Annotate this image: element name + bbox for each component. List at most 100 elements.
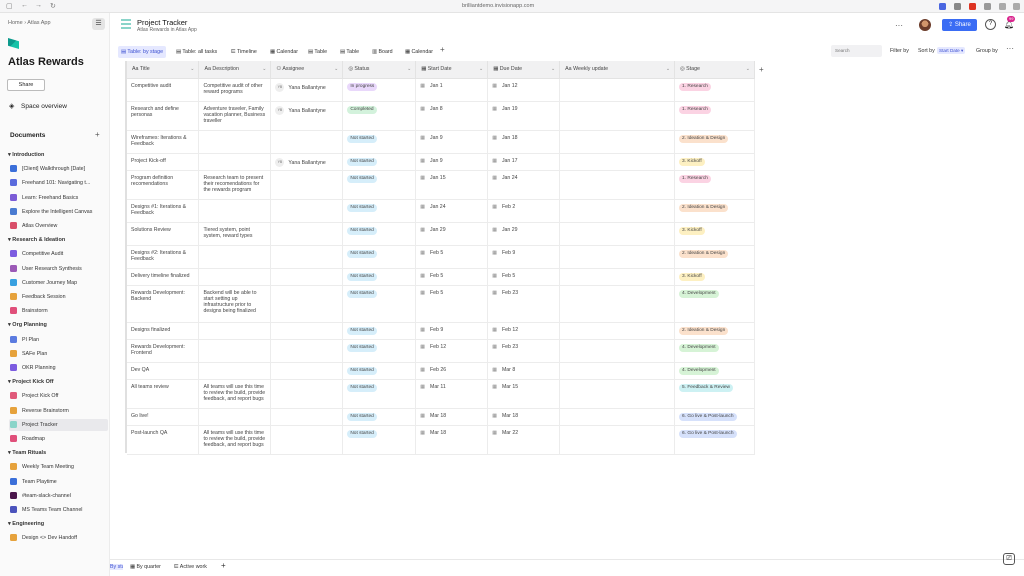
due-date-cell[interactable]: ▦ Feb 9	[487, 245, 561, 269]
sidebar-item[interactable]: Atlas Overview	[9, 220, 108, 232]
start-date-cell[interactable]: ▦ Jan 9	[415, 130, 489, 154]
sidebar-item[interactable]: Project Kick Off	[9, 390, 108, 402]
column-header[interactable]: ▦ Due Date ⌄	[487, 61, 561, 79]
stage-cell[interactable]: 3. Kickoff	[674, 153, 755, 171]
sidebar-item[interactable]: Brainstorm	[9, 305, 108, 317]
weekly-update-cell[interactable]	[559, 170, 676, 200]
column-header[interactable]: ◎ Stage ⌄	[674, 61, 755, 79]
due-date-cell[interactable]: ▦ Feb 5	[487, 268, 561, 286]
assignee-cell[interactable]	[270, 285, 344, 323]
weekly-update-cell[interactable]	[559, 362, 676, 380]
description-cell[interactable]: Adventure traveler, Family vacation plan…	[198, 101, 272, 131]
table-row[interactable]: Wireframes: Iterations & Feedback Not sta…	[127, 130, 755, 154]
stage-cell[interactable]: 4. Development	[674, 362, 755, 380]
sort-button[interactable]: Sort by	[918, 48, 935, 54]
start-date-cell[interactable]: ▦ Mar 18	[415, 425, 489, 455]
status-cell[interactable]: Not started	[342, 425, 417, 455]
due-date-cell[interactable]: ▦ Feb 23	[487, 339, 561, 363]
sidebar-item[interactable]: Reverse Brainstorm	[9, 405, 108, 417]
title-cell[interactable]: Wireframes: Iterations & Feedback	[127, 130, 200, 154]
assignee-cell[interactable]	[270, 170, 344, 200]
column-header[interactable]: Aa Title ⌄	[127, 61, 200, 79]
help-icon[interactable]: ?	[985, 19, 996, 30]
due-date-cell[interactable]: ▦ Feb 23	[487, 285, 561, 323]
start-date-cell[interactable]: ▦ Jan 9	[415, 153, 489, 171]
add-column-icon[interactable]: +	[759, 65, 764, 74]
extension-icon[interactable]	[954, 3, 961, 10]
start-date-cell[interactable]: ▦ Feb 9	[415, 322, 489, 340]
start-date-cell[interactable]: ▦ Feb 5	[415, 285, 489, 323]
stage-cell[interactable]: 3. Kickoff	[674, 268, 755, 286]
column-header[interactable]: ▦ Start Date ⌄	[415, 61, 489, 79]
title-cell[interactable]: Research and define personas	[127, 101, 200, 131]
description-cell[interactable]	[198, 322, 272, 340]
reload-icon[interactable]: ↻	[50, 3, 56, 10]
tab-by-quarter[interactable]: ▦ By quarter	[130, 564, 161, 570]
tab-active-work[interactable]: ⋿ Active work	[174, 564, 207, 570]
due-date-cell[interactable]: ▦ Mar 8	[487, 362, 561, 380]
status-cell[interactable]: Not started	[342, 153, 417, 171]
description-cell[interactable]	[198, 130, 272, 154]
due-date-cell[interactable]: ▦ Jan 19	[487, 101, 561, 131]
sidebar-item[interactable]: OKR Planning	[9, 362, 108, 374]
extension-icon[interactable]	[999, 3, 1006, 10]
due-date-cell[interactable]: ▦ Jan 12	[487, 78, 561, 102]
view-tab[interactable]: ▤ Table	[305, 46, 330, 58]
title-cell[interactable]: Dev QA	[127, 362, 200, 380]
weekly-update-cell[interactable]	[559, 130, 676, 154]
add-view-icon[interactable]: +	[440, 45, 445, 54]
stage-cell[interactable]: 6. Go live & Post-launch	[674, 425, 755, 455]
description-cell[interactable]	[198, 153, 272, 171]
status-cell[interactable]: Not started	[342, 245, 417, 269]
start-date-cell[interactable]: ▦ Jan 8	[415, 101, 489, 131]
due-date-cell[interactable]: ▦ Jan 18	[487, 130, 561, 154]
start-date-cell[interactable]: ▦ Jan 29	[415, 222, 489, 246]
feedback-icon[interactable]: ⎚	[1003, 553, 1015, 565]
sidebar-item[interactable]: [Client] Walkthrough [Date]	[9, 163, 108, 175]
description-cell[interactable]: Tiered system, point system, reward type…	[198, 222, 272, 246]
add-tab-icon[interactable]: +	[221, 561, 226, 570]
table-row[interactable]: Program definition recomendations Researc…	[127, 170, 755, 200]
title-cell[interactable]: Rewards Development: Frontend	[127, 339, 200, 363]
back-icon[interactable]: ←	[21, 2, 28, 9]
description-cell[interactable]	[198, 268, 272, 286]
status-cell[interactable]: Not started	[342, 130, 417, 154]
tab-by-stage[interactable]: By stage	[110, 564, 123, 570]
weekly-update-cell[interactable]	[559, 78, 676, 102]
start-date-cell[interactable]: ▦ Feb 5	[415, 245, 489, 269]
title-cell[interactable]: Designs finalized	[127, 322, 200, 340]
assignee-cell[interactable]	[270, 130, 344, 154]
view-tab[interactable]: ▤ Table: by stage	[118, 46, 167, 58]
assignee-cell[interactable]	[270, 425, 344, 455]
table-row[interactable]: Designs finalized Not started ▦ Feb 9 ▦ Feb 1…	[127, 322, 755, 340]
sidebar-section-heading[interactable]: ▾ Team Rituals	[8, 450, 46, 456]
due-date-cell[interactable]: ▦ Mar 22	[487, 425, 561, 455]
table-row[interactable]: Dev QA Not started ▦ Feb 26 ▦ Mar 8 4. Develop…	[127, 362, 755, 380]
table-row[interactable]: Delivery timeline finalized Not started ▦ F…	[127, 268, 755, 286]
sort-value-pill[interactable]: Start Date ▾	[937, 47, 966, 54]
view-tab[interactable]: ▦ Calendar	[402, 46, 436, 58]
title-cell[interactable]: Rewards Development: Backend	[127, 285, 200, 323]
sidebar-item[interactable]: #team-slack-channel	[9, 490, 108, 502]
status-cell[interactable]: Not started	[342, 222, 417, 246]
sidebar-item[interactable]: Learn: Freehand Basics	[9, 192, 108, 204]
sidebar-item[interactable]: Team Playtime	[9, 476, 108, 488]
stage-cell[interactable]: 1. Research	[674, 170, 755, 200]
stage-cell[interactable]: 2. Ideation & Design	[674, 130, 755, 154]
sidebar-item[interactable]: Freehand 101: Navigating t...	[9, 177, 108, 189]
assignee-cell[interactable]	[270, 362, 344, 380]
table-row[interactable]: Designs #2: Iterations & Feedback Not sta…	[127, 245, 755, 269]
stage-cell[interactable]: 1. Research	[674, 78, 755, 102]
breadcrumb-app[interactable]: Atlas App	[27, 20, 51, 26]
description-cell[interactable]	[198, 339, 272, 363]
status-cell[interactable]: Not started	[342, 199, 417, 223]
start-date-cell[interactable]: ▦ Jan 1	[415, 78, 489, 102]
status-cell[interactable]: Not started	[342, 285, 417, 323]
title-cell[interactable]: Competitive audit	[127, 78, 200, 102]
title-cell[interactable]: Project Kick-off	[127, 153, 200, 171]
title-cell[interactable]: Solutions Review	[127, 222, 200, 246]
stage-cell[interactable]: 4. Development	[674, 339, 755, 363]
table-row[interactable]: Designs #1: Iterations & Feedback Not sta…	[127, 199, 755, 223]
status-cell[interactable]: Completed	[342, 101, 417, 131]
more-options-icon[interactable]: ···	[895, 21, 903, 30]
